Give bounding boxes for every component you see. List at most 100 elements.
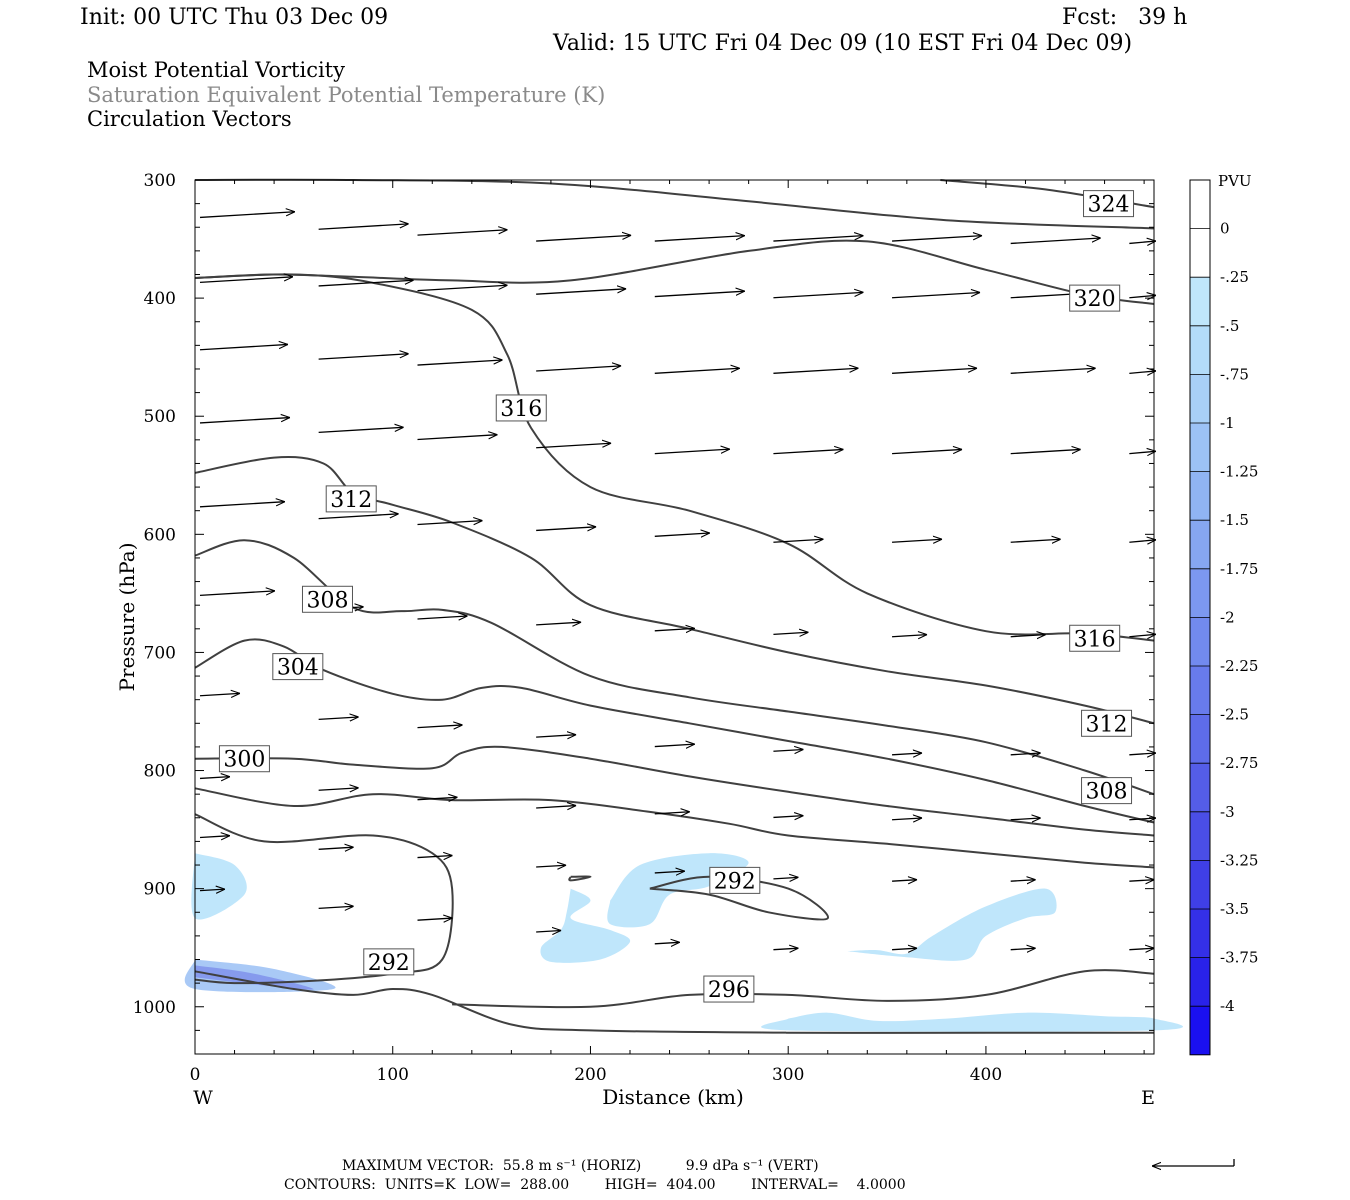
vector-9	[199, 889, 225, 891]
colorbar-swatch-6	[1190, 471, 1210, 521]
contour-label-box-12	[703, 975, 755, 1003]
vector-65	[892, 635, 927, 637]
vector-35	[536, 622, 581, 625]
colorbar-swatch-15	[1190, 909, 1210, 958]
contour-info-note: CONTOURS: UNITS=K LOW= 288.00 HIGH= 404.…	[284, 1177, 906, 1193]
y-tick-label-1: 400	[144, 289, 176, 309]
contour-label-10: 292	[368, 951, 410, 976]
vector-32	[536, 366, 621, 372]
pv-region-5	[761, 1012, 1184, 1032]
vector-38	[536, 865, 566, 867]
vector-54	[773, 539, 823, 542]
vector-86	[1129, 753, 1156, 755]
vector-5	[199, 591, 275, 597]
x-end-label-west: W	[193, 1087, 213, 1109]
contour-label-8: 304	[277, 656, 319, 681]
vector-68	[892, 880, 917, 882]
vector-2	[199, 344, 288, 351]
colorbar-swatch-10	[1190, 666, 1210, 715]
contour-288-12	[194, 970, 1154, 1034]
circulation-vectors	[199, 212, 1156, 950]
y-tick-label-7: 1000	[133, 998, 176, 1018]
x-tick-label-1: 100	[377, 1065, 409, 1085]
vector-6	[199, 693, 240, 695]
vector-57	[773, 816, 803, 818]
vector-47	[654, 812, 690, 814]
vector-83	[1129, 451, 1156, 453]
vector-40	[654, 236, 745, 242]
colorbar-swatch-8	[1190, 568, 1210, 618]
vector-1	[199, 277, 293, 284]
contour-296-8	[194, 787, 1155, 869]
vector-31	[536, 289, 626, 295]
contour-308-5	[194, 539, 1155, 796]
colorbar-swatch-0	[1190, 180, 1210, 229]
contour-label-box-4	[325, 485, 377, 513]
vector-21	[417, 285, 508, 292]
contour-292-11	[568, 875, 592, 882]
contour-labels: 324 320 316 316 312 312 308 308 304 300 292 292 296	[218, 190, 1135, 1003]
vector-48	[654, 871, 685, 873]
vector-12	[318, 354, 409, 360]
x-tick-label-2: 200	[574, 1065, 606, 1085]
contour-296-13	[452, 969, 1155, 1009]
vector-72	[1010, 368, 1096, 374]
vector-25	[417, 616, 468, 619]
vector-7	[199, 777, 230, 779]
vector-80	[1129, 241, 1156, 243]
pv-colorbar: PVU 0 -.25 -.5 -.75 -1 -1.25 -1.5 -1.75 -2 -2.25 -2…	[1189, 172, 1258, 1056]
vector-52	[773, 368, 858, 374]
field-title-theta-es: Saturation Equivalent Potential Temperat…	[87, 83, 606, 107]
vector-67	[892, 818, 922, 820]
vector-4	[199, 502, 285, 508]
vector-62	[892, 368, 977, 374]
vector-73	[1010, 449, 1081, 455]
contour-label-box-2	[495, 394, 547, 422]
pv-region-0	[191, 853, 247, 920]
contour-304-6	[194, 638, 1155, 824]
vector-85	[1129, 634, 1156, 636]
colorbar-swatch-4	[1190, 374, 1210, 423]
contour-label-box-5	[1081, 709, 1133, 737]
y-axis-label: Pressure (hPa)	[115, 543, 139, 692]
vector-23	[417, 435, 498, 441]
vector-13	[318, 427, 404, 434]
colorbar-label-4: -1	[1220, 414, 1235, 432]
contour-label-box-8	[272, 653, 324, 681]
colorbar-swatch-1	[1190, 228, 1210, 278]
contour-label-5: 312	[1086, 712, 1128, 737]
colorbar-swatch-12	[1190, 763, 1210, 812]
pv-region-4	[847, 888, 1057, 961]
vector-20	[417, 230, 508, 236]
contour-label-1: 320	[1074, 287, 1116, 312]
colorbar-swatch-16	[1190, 957, 1210, 1007]
contour-324-0	[194, 178, 1155, 230]
vector-69	[892, 948, 917, 950]
vector-10	[318, 224, 409, 230]
vector-37	[536, 806, 576, 808]
vector-39	[536, 930, 561, 932]
x-tick-label-4: 400	[970, 1065, 1002, 1085]
colorbar-swatch-9	[1190, 617, 1210, 666]
contour-292-10	[649, 875, 829, 921]
vector-28	[417, 855, 453, 857]
plot-frame	[194, 179, 1155, 1055]
vector-42	[654, 368, 740, 374]
colorbar-label-13: -3.25	[1220, 851, 1258, 869]
contour-316-3	[194, 273, 1155, 642]
y-tick-label-6: 900	[144, 880, 176, 900]
vector-88	[1129, 880, 1154, 882]
contour-label-box-11	[709, 866, 761, 894]
colorbar-swatch-7	[1190, 520, 1210, 569]
colorbar-swatch-5	[1190, 423, 1210, 472]
vector-61	[892, 292, 980, 299]
vector-3	[199, 418, 290, 424]
colorbar-label-12: -3	[1220, 803, 1235, 821]
vector-78	[1010, 880, 1036, 882]
colorbar-label-2: -.5	[1220, 317, 1239, 335]
vector-70	[1010, 238, 1101, 245]
forecast-hour: Fcst: 39 h	[1062, 5, 1188, 30]
vector-82	[1129, 371, 1156, 373]
vector-22	[417, 360, 503, 366]
contour-label-box-0	[1083, 190, 1135, 218]
